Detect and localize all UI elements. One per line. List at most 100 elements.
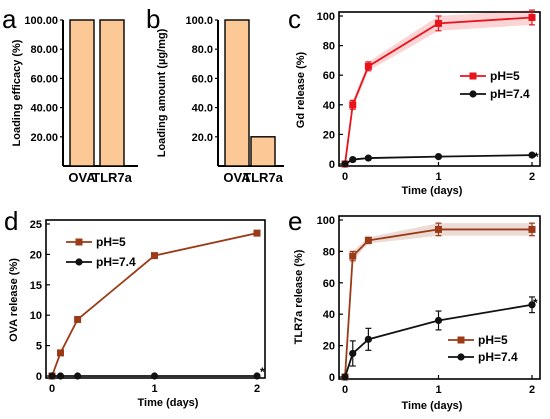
- y-tick-label: 0: [329, 372, 335, 384]
- x-category-label: TLR7a: [92, 170, 133, 185]
- x-tick-label: 0: [342, 384, 348, 396]
- legend-label: pH=5: [490, 69, 520, 83]
- data-point-circle: [349, 349, 357, 358]
- y-tick-label: 5: [36, 341, 42, 353]
- data-point-circle: [528, 301, 536, 309]
- y-tick-label: 40: [323, 309, 335, 321]
- plot-frame: [338, 11, 541, 167]
- bar: [224, 19, 250, 167]
- y-tick-label: 25: [30, 219, 42, 231]
- legend-marker-square: [75, 238, 83, 246]
- y-tick-label: 80.0: [192, 44, 213, 56]
- y-tick-label: 80.00: [30, 44, 58, 56]
- error-band: [345, 10, 532, 164]
- panel-d-line-chart: 0 5 10 15 20 25 0 1 2 pH=5 pH=7.4 OVA release (%…: [8, 219, 266, 409]
- data-point-square: [528, 225, 536, 233]
- x-axis-label: Time (days): [138, 397, 199, 409]
- y-axis-label: TLR7a release (%): [293, 249, 305, 344]
- data-point-circle: [434, 153, 443, 161]
- panel-e-line-chart: 0 20 40 60 80 100 0 1 2 pH=5 pH=7.4 TLR7a releas…: [293, 215, 541, 412]
- data-point-circle: [434, 316, 443, 325]
- x-axis-label: Time (days): [402, 185, 463, 197]
- y-tick-label: 100.00: [24, 15, 58, 27]
- y-tick-label: 15: [30, 280, 42, 292]
- x-tick-label: 0: [342, 171, 348, 183]
- x-tick-label: 1: [435, 384, 441, 396]
- legend-label: pH=5: [478, 333, 508, 347]
- data-point-circle: [56, 372, 65, 380]
- data-point-circle: [150, 372, 159, 380]
- x-tick-label: 2: [529, 171, 535, 183]
- y-tick-label: 10: [30, 310, 42, 322]
- data-point-square: [57, 349, 65, 357]
- y-axis-label: Loading amount (µg/mg): [156, 28, 168, 157]
- x-tick-label: 2: [254, 383, 260, 395]
- y-tick-label: 100: [317, 215, 335, 227]
- data-point-square: [528, 13, 536, 21]
- y-tick-label: 60: [323, 278, 335, 290]
- data-point-circle: [341, 373, 349, 381]
- y-tick-label: 20.00: [30, 132, 58, 144]
- panel-label-c: c: [288, 4, 301, 34]
- legend-label: pH=7.4: [490, 87, 530, 101]
- y-axis-label: OVA release (%): [8, 258, 20, 342]
- bar: [99, 19, 125, 167]
- legend-marker-square: [469, 72, 477, 80]
- data-point-circle: [349, 155, 357, 164]
- data-point-square: [435, 19, 442, 27]
- x-axis-label: Time (days): [402, 400, 463, 412]
- y-tick-label: 60.0: [192, 73, 213, 85]
- data-point-square: [349, 101, 357, 109]
- legend-marker-circle: [469, 90, 477, 98]
- significance-marker: *: [260, 365, 265, 379]
- x-tick-label: 1: [151, 383, 157, 395]
- legend-marker-circle: [75, 258, 83, 266]
- bar: [69, 19, 95, 167]
- y-tick-label: 0: [329, 159, 335, 171]
- legend-marker-square: [457, 336, 465, 344]
- data-point-square: [364, 62, 372, 70]
- panel-label-b: b: [146, 4, 160, 34]
- data-point-circle: [253, 372, 261, 380]
- x-tick-label: 2: [529, 384, 535, 396]
- y-tick-label: 40.00: [30, 103, 58, 115]
- y-tick-label: 60.00: [30, 73, 58, 85]
- y-tick-label: 20: [323, 341, 335, 353]
- data-point-square: [253, 229, 261, 237]
- y-tick-label: 40: [323, 100, 335, 112]
- x-category-label: OVA: [223, 170, 251, 185]
- data-point-square: [364, 236, 372, 244]
- panel-label-d: d: [4, 206, 18, 236]
- data-point-square: [74, 315, 82, 323]
- data-point-circle: [74, 372, 82, 380]
- y-tick-label: 80: [323, 246, 335, 258]
- data-point-square: [349, 252, 357, 260]
- data-point-circle: [364, 335, 372, 343]
- panel-c-line-chart: 0 20 40 60 80 100 0 1 2 pH=5 pH=7.4 Gd release (…: [295, 9, 541, 197]
- y-tick-label: 100.0: [185, 15, 213, 27]
- y-tick-label: 20: [323, 129, 335, 141]
- y-axis-label: Gd release (%): [295, 51, 307, 128]
- y-tick-label: 80: [323, 41, 335, 53]
- y-tick-label: 60: [323, 70, 335, 82]
- data-point-circle: [364, 154, 372, 162]
- panel-label-a: a: [2, 4, 17, 34]
- legend-label: pH=7.4: [478, 350, 518, 364]
- y-tick-label: 40.0: [192, 103, 213, 115]
- plot-frame: [338, 215, 541, 380]
- legend-marker-circle: [457, 353, 465, 361]
- y-tick-label: 20.0: [192, 132, 213, 144]
- y-axis-label: Loading efficacy (%): [11, 39, 23, 146]
- y-tick-label: 0: [36, 371, 42, 383]
- bar: [250, 136, 276, 167]
- y-tick-label: 20: [30, 249, 42, 261]
- x-tick-label: 0: [49, 383, 55, 395]
- legend-label: pH=5: [96, 235, 126, 249]
- data-point-square: [435, 225, 442, 233]
- x-category-label: TLR7a: [243, 170, 284, 185]
- x-tick-label: 1: [435, 171, 441, 183]
- x-category-label: OVA: [68, 170, 96, 185]
